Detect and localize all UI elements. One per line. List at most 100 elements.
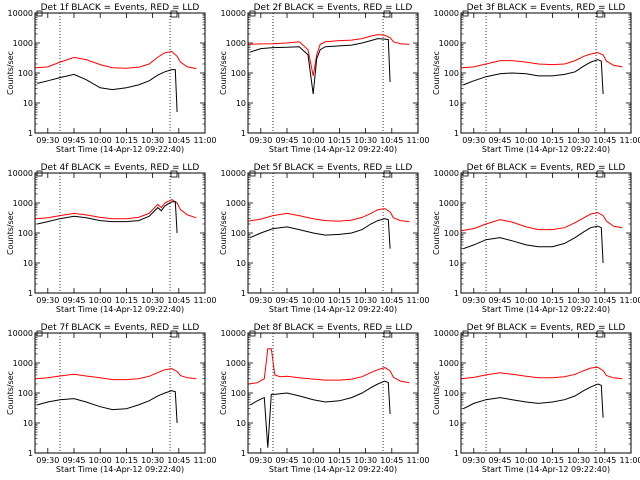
series-lld-line — [248, 348, 410, 385]
series-lld-line — [248, 34, 410, 76]
x-tick-label: 11:00 — [193, 456, 216, 465]
marker-box — [596, 330, 604, 338]
x-tick-label: 10:30 — [354, 136, 377, 145]
x-tick-label: 10:15 — [541, 136, 564, 145]
x-tick-label: 11:00 — [406, 136, 429, 145]
x-tick-label: 10:15 — [115, 456, 138, 465]
x-tick-label: 10:00 — [89, 456, 112, 465]
y-tick-label: 1000 — [226, 199, 246, 208]
x-tick-label: 10:00 — [302, 456, 325, 465]
series-events-line — [37, 69, 178, 113]
series-events-line — [37, 201, 178, 234]
chart-panel-7: Det 7f BLACK = Events, RED = LLD 1 10 100 10… — [6, 323, 217, 474]
x-tick-label: 11:00 — [619, 136, 640, 145]
y-axis-label: Counts/sec — [6, 51, 15, 95]
series-events-line — [463, 225, 604, 264]
series-lld-line — [461, 212, 623, 232]
series-events-line — [463, 383, 604, 418]
y-tick-label: 10000 — [434, 9, 459, 18]
x-tick-label: 10:15 — [115, 296, 138, 305]
x-axis-label: Start Time (14-Apr-12 09:22:40) — [56, 305, 184, 314]
chart-panel-8: Det 8f BLACK = Events, RED = LLD 1 10 100 10… — [219, 323, 430, 474]
y-tick-label: 10 — [236, 259, 246, 268]
x-tick-label: 10:45 — [167, 456, 190, 465]
x-tick-label: 10:15 — [541, 456, 564, 465]
x-tick-label: 09:45 — [62, 296, 85, 305]
series-lld-line — [248, 208, 410, 223]
x-tick-label: 10:45 — [167, 296, 190, 305]
marker-box — [383, 10, 391, 18]
x-tick-label: 10:00 — [515, 456, 538, 465]
plot-frame — [460, 12, 632, 134]
y-tick-label: 100 — [18, 389, 33, 398]
x-tick-label: 10:45 — [380, 296, 403, 305]
chart-panel-5: Det 5f BLACK = Events, RED = LLD 1 10 100 10… — [219, 163, 430, 314]
x-tick-label: 09:30 — [36, 136, 59, 145]
x-tick-label: 10:15 — [328, 456, 351, 465]
series-events-line — [463, 59, 604, 95]
chart-panel-3: Det 3f BLACK = Events, RED = LLD 1 10 100 10… — [432, 3, 640, 154]
y-tick-label: 10000 — [8, 9, 33, 18]
marker-box — [383, 330, 391, 338]
x-tick-label: 10:15 — [328, 136, 351, 145]
y-axis-label: Counts/sec — [432, 51, 441, 95]
x-tick-label: 09:45 — [275, 296, 298, 305]
x-tick-label: 10:00 — [515, 296, 538, 305]
x-tick-label: 10:00 — [302, 296, 325, 305]
x-tick-label: 10:45 — [167, 136, 190, 145]
x-tick-label: 11:00 — [193, 296, 216, 305]
y-tick-label: 10 — [236, 99, 246, 108]
plot-frame — [460, 332, 632, 454]
marker-box — [170, 330, 178, 338]
x-tick-label: 11:00 — [619, 456, 640, 465]
y-axis-label: Counts/sec — [432, 211, 441, 255]
y-tick-label: 1 — [454, 129, 459, 138]
x-tick-label: 10:15 — [328, 296, 351, 305]
y-tick-label: 10000 — [221, 169, 246, 178]
series-events-line — [250, 38, 391, 95]
x-tick-label: 10:15 — [115, 136, 138, 145]
x-tick-label: 10:30 — [354, 456, 377, 465]
y-tick-label: 1 — [28, 449, 33, 458]
x-tick-label: 11:00 — [619, 296, 640, 305]
y-axis-label: Counts/sec — [432, 371, 441, 415]
x-tick-label: 10:45 — [593, 296, 616, 305]
x-tick-label: 09:30 — [36, 456, 59, 465]
x-tick-label: 10:00 — [302, 136, 325, 145]
y-tick-label: 1 — [241, 129, 246, 138]
x-tick-label: 10:15 — [541, 296, 564, 305]
y-tick-label: 10 — [449, 99, 459, 108]
marker-box — [170, 10, 178, 18]
y-tick-label: 10 — [23, 99, 33, 108]
series-lld-line — [35, 50, 197, 70]
x-axis-label: Start Time (14-Apr-12 09:22:40) — [482, 145, 610, 154]
plot-frame — [247, 332, 419, 454]
chart-title: Det 9f BLACK = Events, RED = LLD — [467, 323, 626, 333]
x-tick-label: 09:45 — [275, 136, 298, 145]
y-tick-label: 100 — [18, 69, 33, 78]
x-tick-label: 10:00 — [89, 136, 112, 145]
chart-panel-9: Det 9f BLACK = Events, RED = LLD 1 10 100 10… — [432, 323, 640, 474]
series-events-line — [250, 380, 391, 448]
chart-title: Det 1f BLACK = Events, RED = LLD — [41, 3, 200, 13]
chart-title: Det 3f BLACK = Events, RED = LLD — [467, 3, 626, 13]
x-tick-label: 09:45 — [488, 456, 511, 465]
chart-panel-2: Det 2f BLACK = Events, RED = LLD 1 10 100 10… — [219, 3, 430, 154]
y-tick-label: 10 — [23, 259, 33, 268]
x-axis-label: Start Time (14-Apr-12 09:22:40) — [482, 305, 610, 314]
y-tick-label: 100 — [231, 229, 246, 238]
x-axis-label: Start Time (14-Apr-12 09:22:40) — [56, 465, 184, 474]
x-tick-label: 09:30 — [36, 296, 59, 305]
y-tick-label: 100 — [444, 389, 459, 398]
x-axis-label: Start Time (14-Apr-12 09:22:40) — [56, 145, 184, 154]
y-tick-label: 1000 — [13, 359, 33, 368]
y-tick-label: 100 — [231, 389, 246, 398]
chart-panel-4: Det 4f BLACK = Events, RED = LLD 1 10 100 10… — [6, 163, 217, 314]
y-axis-label: Counts/sec — [6, 371, 15, 415]
x-axis-label: Start Time (14-Apr-12 09:22:40) — [269, 305, 397, 314]
series-lld-line — [35, 368, 197, 381]
chart-title: Det 5f BLACK = Events, RED = LLD — [254, 163, 413, 173]
x-tick-label: 09:45 — [62, 456, 85, 465]
plot-frame — [247, 12, 419, 134]
y-tick-label: 1 — [241, 289, 246, 298]
